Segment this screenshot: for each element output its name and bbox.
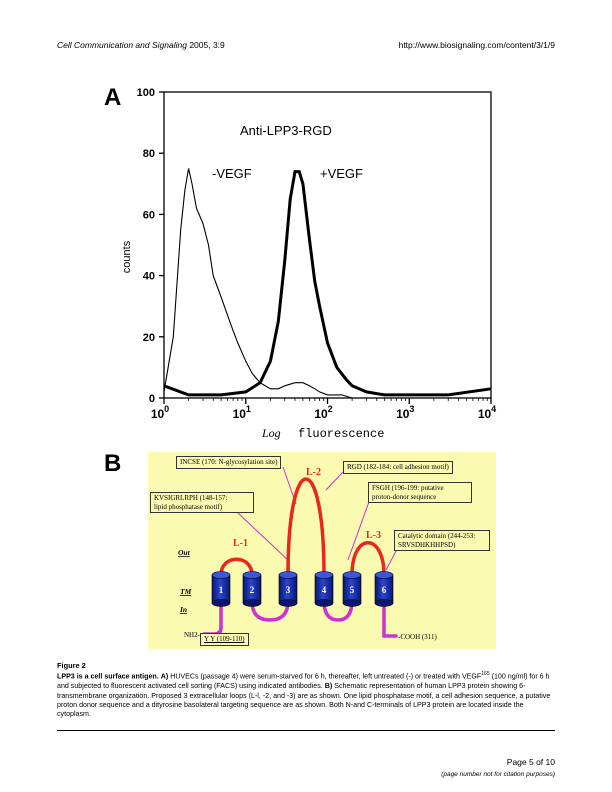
y-tick-label: 100 [137,87,155,99]
callout-kvsig-line1: KVSIGRLRPH (148-157: [154,494,228,502]
x-axis-label-fluorescence: fluorescence [298,427,384,441]
tm-cylinder-top [242,571,262,579]
loop-l1 [219,557,254,577]
tm-cylinder-bottom [242,599,262,607]
region-tm: TM [180,587,192,596]
legend-minus-vegf: -VEGF [212,166,252,181]
y-tick-label: 0 [149,393,155,405]
figure-caption: Figure 2 LPP3 is a cell surface antigen.… [57,661,557,720]
footer-divider [57,730,555,731]
callout-rgd: RGD (182-184: cell adhesion motif) [343,461,453,474]
tm-number: 1 [219,585,224,595]
x-tick-label: 102 [314,404,332,421]
panel-b-letter: B [104,450,122,477]
loop-label-l3: L-3 [366,530,381,541]
callout-catalytic-line1: Catalytic domain (244-253: [398,532,476,540]
region-in: In [179,605,187,614]
journal-url[interactable]: http://www.biosignaling.com/content/3/1/… [398,40,555,50]
tm-cylinder-bottom [342,599,362,607]
series-plus-vegf-line [163,170,492,397]
panel-a-letter: A [104,84,122,111]
y-tick-label: 40 [143,271,155,283]
topology-drawing: 1 2 3 4 5 6 L-1 L-2 L-3 Out TM In NH2- -COOH … [178,466,437,641]
transmembrane-helices: 1 2 3 4 5 6 [211,571,394,607]
facs-histogram: 0 20 40 60 80 100 100 101 102 103 104 Anti-LPP3-R… [121,87,496,441]
tm-number: 4 [322,585,327,595]
region-out: Out [178,548,191,557]
n-terminus-tail [202,601,223,636]
loop-label-l1: L-1 [233,538,248,549]
callout-pointers [237,466,404,571]
y-tick-label: 60 [143,209,155,221]
tm-helix-4: 4 [314,571,334,607]
journal-header: Cell Communication and Signaling 2005, 3… [57,40,225,50]
c-terminus-label: -COOH (311) [398,633,437,641]
y-tick-label: 80 [143,148,155,160]
tm-cylinder-bottom [278,599,298,607]
tm-cylinder-top [211,571,231,579]
caption-part-a-text-1: HUVECs (passage 4) were serum-starved fo… [168,672,482,681]
callout-fsgh-line1: FSGH (196-199: putative [372,484,444,492]
lpp3-topology-schematic: 1 2 3 4 5 6 L-1 L-2 L-3 Out TM In NH2- -COOH … [148,452,496,649]
tm-number: 6 [382,585,387,595]
callout-catalytic: Catalytic domain (244-253: SRVSDHKHHPSD) [394,530,490,551]
y-tick-label: 20 [143,332,155,344]
tm-helix-5: 5 [342,571,362,607]
x-tick-label: 104 [478,404,496,421]
x-tick-label: 101 [233,404,251,421]
callout-catalytic-line2: SRVSDHKHHPSD) [398,540,456,549]
chart-title: Anti-LPP3-RGD [240,123,332,138]
y-axis: 0 20 40 60 80 100 [137,87,164,405]
tm-helix-1: 1 [211,571,231,607]
tm-cylinder-bottom [374,599,394,607]
callout-kvsig: KVSIGRLRPH (148-157: lipid phosphatase m… [150,492,254,513]
caption-part-b-label: B) [324,682,333,691]
tm-number: 5 [350,585,355,595]
x-axis: 100 101 102 103 104 [151,398,496,421]
page-number: Page 5 of 10 [506,757,555,767]
x-tick-label: 100 [151,404,169,421]
caption-part-a-label: A) [160,672,169,681]
tm-cylinder-bottom [314,599,334,607]
intracellular-loops [202,601,398,638]
n-terminus-label: NH2- [184,631,201,639]
callout-kvsig-line2: lipid phosphatase motif) [154,502,223,511]
figure-label: Figure 2 [57,661,86,670]
citation-note: (page number not for citation purposes) [441,771,555,778]
loop-label-l2: L-2 [306,467,321,478]
callout-incse: INCSE (170: N-glycosylation site) [176,456,282,469]
caption-title: LPP3 is a cell surface antigen. [57,672,159,681]
journal-year-volume: 2005, 3:9 [189,40,225,50]
loop-l3 [350,541,386,577]
x-tick-label: 103 [396,404,414,421]
tm-number: 3 [286,585,291,595]
tm-helix-3: 3 [278,571,298,607]
tm-number: 2 [250,585,255,595]
tm-cylinder-top [278,571,298,579]
tm-cylinder-top [314,571,334,579]
tm-cylinder-bottom [211,599,231,607]
tm-cylinder-top [342,571,362,579]
caption-part-b-text: Schematic representation of human LPP3 p… [57,682,551,719]
y-axis-label: counts [121,240,133,273]
extracellular-loops [219,477,386,577]
c-terminus-tail [382,601,398,638]
x-axis-label-log: Log [261,426,281,440]
intracellular-loop-4-5 [322,601,354,622]
callout-fsgh-line2: proton-donor sequence [372,492,437,501]
tm-cylinder-top [374,571,394,579]
intracellular-loop-2-3 [250,601,290,622]
caption-part-a-text-2: (100 ng/ml) for 6 h and subjected to flu… [57,672,550,691]
callout-yy: Y Y (109-110) [200,633,249,646]
callout-fsgh: FSGH (196-199: putative proton-donor seq… [368,482,472,503]
tm-helix-2: 2 [242,571,262,607]
legend-plus-vegf: +VEGF [320,166,363,181]
series-minus-vegf-line [163,168,491,399]
journal-name: Cell Communication and Signaling [57,40,187,50]
tm-helix-6: 6 [374,571,394,607]
caption-vegf-superscript: 165 [481,671,490,678]
loop-l2 [286,477,326,577]
